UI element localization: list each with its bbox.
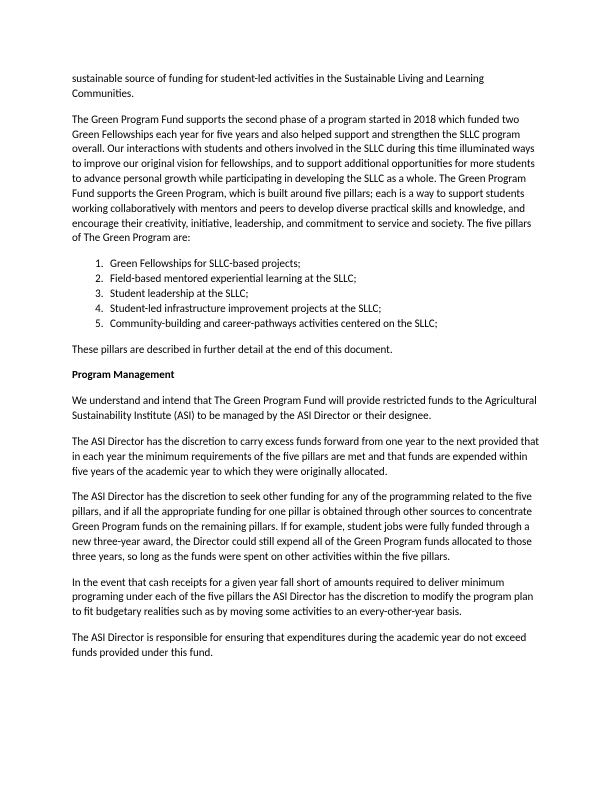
paragraph-program-fund-overview: The Green Program Fund supports the seco… — [72, 113, 540, 247]
paragraph-pm-3: The ASI Director has the discretion to s… — [72, 490, 540, 564]
pillar-item: Community-building and career-pathways a… — [106, 317, 540, 332]
heading-program-management: Program Management — [72, 368, 540, 383]
pillars-list: Green Fellowships for SLLC-based project… — [72, 257, 540, 331]
paragraph-pm-5: The ASI Director is responsible for ensu… — [72, 631, 540, 661]
pillar-item: Student-led infrastructure improvement p… — [106, 302, 540, 317]
paragraph-pm-1: We understand and intend that The Green … — [72, 394, 540, 424]
pillar-item: Green Fellowships for SLLC-based project… — [106, 257, 540, 272]
pillar-item: Student leadership at the SLLC; — [106, 287, 540, 302]
paragraph-pm-4: In the event that cash receipts for a gi… — [72, 576, 540, 621]
paragraph-intro-continuation: sustainable source of funding for studen… — [72, 72, 540, 102]
pillar-item: Field-based mentored experiential learni… — [106, 272, 540, 287]
paragraph-pm-2: The ASI Director has the discretion to c… — [72, 435, 540, 480]
paragraph-pillars-footer: These pillars are described in further d… — [72, 343, 540, 358]
document-page: sustainable source of funding for studen… — [0, 0, 612, 792]
